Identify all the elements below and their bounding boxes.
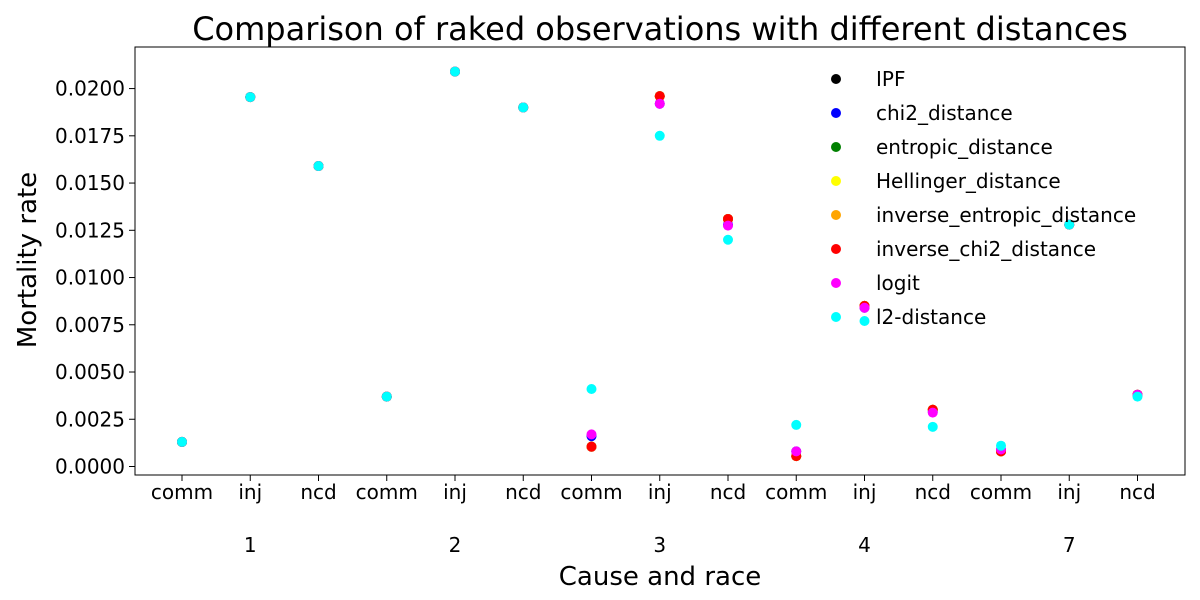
y-axis-ticks: 0.0000 0.0025 0.0050 0.0075 0.0100 0.0125 0.01…: [55, 77, 135, 478]
legend-marker: [831, 278, 841, 288]
data-point: [177, 436, 187, 447]
race-label: 2: [449, 533, 462, 557]
data-point: [518, 102, 529, 113]
y-axis-label: Mortality rate: [13, 172, 43, 348]
legend-label: Hellinger_distance: [876, 169, 1061, 193]
data-point: [586, 384, 597, 395]
x-tick-label: ncd: [505, 480, 541, 504]
data-point: [1064, 219, 1075, 230]
y-tick-label: 0.0000: [55, 454, 125, 478]
race-label: 3: [653, 533, 666, 557]
x-tick-label: ncd: [1119, 480, 1155, 504]
race-label: 7: [1063, 533, 1076, 557]
legend-marker: [831, 312, 841, 322]
x-tick-label: comm: [356, 480, 418, 504]
y-tick-label: 0.0200: [55, 77, 125, 101]
x-axis-label: Cause and race: [559, 562, 761, 592]
x-tick-label: comm: [765, 480, 827, 504]
x-tick-label: comm: [151, 480, 213, 504]
data-point: [859, 302, 870, 313]
legend-label: entropic_distance: [876, 135, 1053, 159]
y-tick-label: 0.0175: [55, 124, 125, 148]
chart-title: Comparison of raked observations with di…: [192, 10, 1128, 48]
y-tick-label: 0.0150: [55, 171, 125, 195]
plot-frame: [134, 46, 1186, 476]
x-tick-label: inj: [648, 480, 672, 504]
data-point: [1132, 391, 1143, 402]
legend-label: chi2_distance: [876, 101, 1013, 125]
data-point: [450, 66, 460, 77]
legend-marker: [831, 176, 841, 186]
legend-marker: [831, 108, 841, 118]
data-point: [791, 446, 802, 457]
data-point: [245, 92, 256, 103]
data-point: [313, 161, 324, 172]
legend-marker: [831, 142, 841, 152]
data-point: [859, 315, 870, 326]
data-point: [381, 391, 392, 402]
data-point: [927, 421, 938, 432]
legend-marker: [831, 210, 841, 220]
y-tick-label: 0.0025: [55, 407, 125, 431]
data-points: [177, 66, 1143, 462]
data-point: [791, 419, 802, 430]
legend-marker: [831, 244, 841, 254]
legend-label: inverse_chi2_distance: [876, 237, 1096, 261]
data-point: [723, 220, 733, 231]
y-tick-label: 0.0075: [55, 313, 125, 337]
x-tick-label: ncd: [300, 480, 336, 504]
race-label: 1: [244, 533, 257, 557]
legend-marker: [831, 74, 841, 84]
x-tick-label: inj: [1057, 480, 1081, 504]
data-point: [654, 130, 665, 141]
x-tick-label: comm: [970, 480, 1032, 504]
y-tick-label: 0.0125: [55, 218, 125, 242]
legend-label: logit: [876, 271, 920, 295]
race-label: 4: [858, 533, 871, 557]
data-point: [723, 234, 733, 245]
x-tick-label: comm: [560, 480, 622, 504]
x-tick-label: inj: [238, 480, 262, 504]
y-tick-label: 0.0100: [55, 266, 125, 290]
data-point: [996, 440, 1006, 451]
legend-label: inverse_entropic_distance: [876, 203, 1136, 227]
data-point: [586, 429, 597, 440]
legend: IPF chi2_distance entropic_distance Helling…: [831, 67, 1136, 329]
x-tick-label: inj: [443, 480, 467, 504]
x-tick-label: ncd: [915, 480, 951, 504]
data-point: [654, 91, 665, 102]
x-tick-label: ncd: [710, 480, 746, 504]
data-point: [586, 441, 597, 452]
legend-label: IPF: [876, 67, 905, 91]
data-point: [927, 407, 938, 418]
data-point: [654, 98, 665, 109]
y-tick-label: 0.0050: [55, 360, 125, 384]
legend-label: l2-distance: [876, 305, 986, 329]
x-axis-ticks: comm inj ncd comm inj ncd comm inj ncd comm inj ncd…: [151, 475, 1156, 557]
x-tick-label: inj: [853, 480, 877, 504]
